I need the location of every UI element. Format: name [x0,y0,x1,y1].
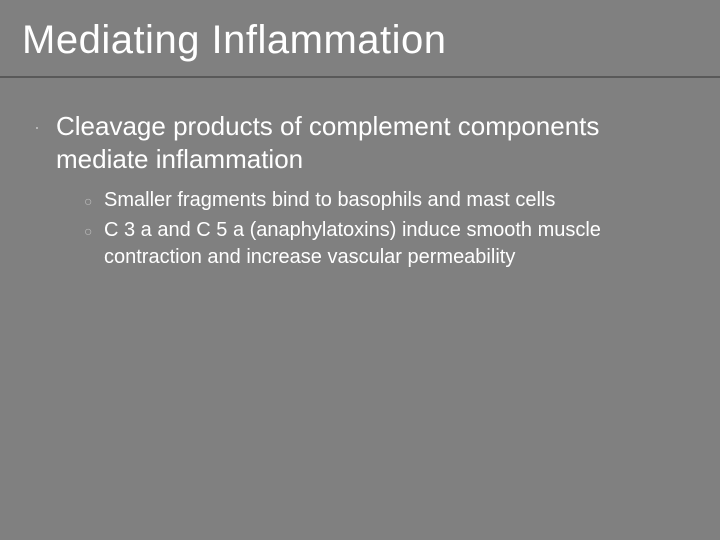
sub-bullet-row: ○ Smaller fragments bind to basophils an… [84,187,680,215]
body-content: · Cleavage products of complement compon… [34,110,680,273]
main-bullet-text: Cleavage products of complement componen… [56,110,680,175]
slide: Mediating Inflammation · Cleavage produc… [0,0,720,540]
sub-bullet-list: ○ Smaller fragments bind to basophils an… [84,187,680,271]
slide-title: Mediating Inflammation [22,18,447,63]
circle-bullet-icon: ○ [84,217,104,245]
sub-bullet-text: C 3 a and C 5 a (anaphylatoxins) induce … [104,217,680,271]
sub-bullet-text: Smaller fragments bind to basophils and … [104,187,555,214]
title-underline [0,76,720,78]
sub-bullet-row: ○ C 3 a and C 5 a (anaphylatoxins) induc… [84,217,680,271]
dot-bullet-icon: · [34,110,56,144]
circle-bullet-icon: ○ [84,187,104,215]
main-bullet-row: · Cleavage products of complement compon… [34,110,680,175]
